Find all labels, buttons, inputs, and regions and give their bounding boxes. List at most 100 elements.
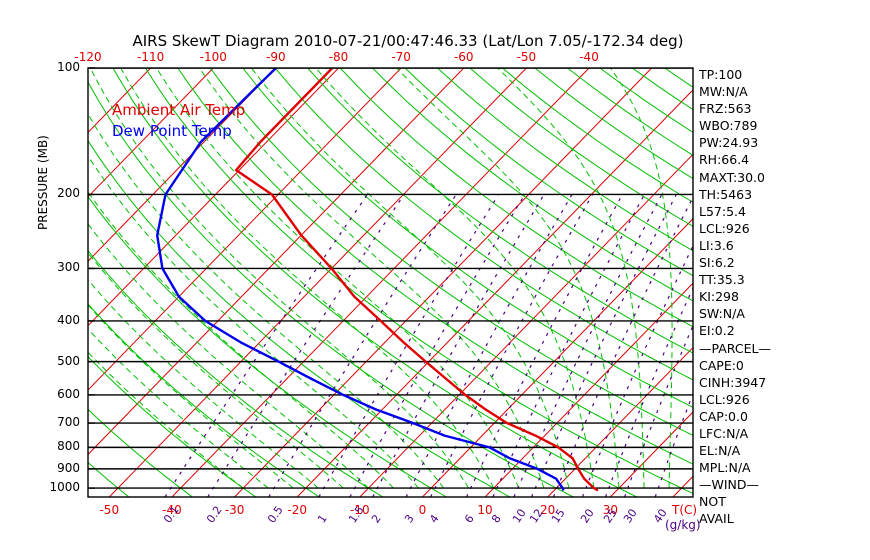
stat-line-22: EL:N/A [699, 443, 741, 459]
mixing-ratio-line [268, 194, 457, 497]
isotherm [88, 68, 465, 456]
isotherm [108, 68, 527, 497]
moist-adiabat [120, 68, 495, 489]
stat-line-8: L57:5.4 [699, 203, 746, 219]
moist-adiabat [89, 68, 470, 489]
dry-adiabat [88, 303, 320, 497]
stat-line-9: LCL:926 [699, 220, 750, 236]
mixing-ratio-line [581, 244, 693, 497]
bottom-temp-tick-neg20: -20 [287, 503, 307, 517]
bottom-temp-tick-20: 20 [540, 503, 556, 517]
isotherm [296, 89, 693, 497]
stat-line-18: CINH:3947 [699, 374, 767, 390]
stat-line-7: TH:5463 [699, 186, 753, 202]
pressure-tick-label-600: 600 [57, 386, 80, 401]
dry-adiabat [88, 356, 257, 497]
stat-line-24: —WIND— [699, 477, 760, 493]
bottom-temp-tick-10: 10 [477, 503, 493, 517]
dry-adiabat [88, 80, 574, 497]
stat-line-21: LFC:N/A [699, 425, 749, 441]
mixing-ratio-line [164, 194, 368, 497]
stat-line-10: LI:3.6 [699, 237, 734, 253]
pressure-tick-label-1000: 1000 [49, 480, 80, 495]
stat-line-12: TT:35.3 [699, 272, 745, 288]
moist-adiabat [396, 68, 620, 489]
top-temp-tick-neg70: -70 [391, 50, 411, 64]
series-ambient-air-temp [234, 68, 599, 492]
top-temp-tick-neg90: -90 [266, 50, 286, 64]
mixing-ratio-line [492, 194, 645, 497]
dry-adiabat [144, 68, 693, 495]
stat-line-17: CAPE:0 [699, 357, 744, 373]
mixing-ratio-line [623, 324, 693, 497]
isotherm [88, 68, 214, 198]
pressure-tick-label-900: 900 [57, 460, 80, 475]
dry-adiabat [88, 139, 511, 497]
stat-line-0: TP:100 [699, 67, 743, 82]
dry-adiabat [209, 68, 693, 436]
dry-adiabat [274, 68, 693, 381]
top-temp-tick-neg110: -110 [137, 50, 165, 64]
mixing-ratio-line [207, 194, 405, 497]
isotherm [484, 282, 693, 497]
mixing-ratio-line [372, 194, 545, 497]
dry-adiabat [860, 68, 870, 362]
top-temp-tick-neg120: -120 [74, 50, 102, 64]
moist-adiabat [198, 68, 545, 489]
moist-adiabat [315, 68, 595, 489]
legend-ambient-air-temp: Ambient Air Temp [112, 101, 246, 119]
stat-line-13: KI:298 [699, 289, 739, 305]
mixing-axis-label: (g/kg) [665, 518, 701, 532]
pressure-tick-label-100: 100 [57, 60, 80, 74]
pressure-tick-label-500: 500 [57, 353, 80, 368]
stat-line-6: MAXT:30.0 [699, 169, 765, 185]
moist-adiabat [156, 68, 520, 489]
moist-adiabat [88, 112, 444, 489]
dry-adiabat [404, 68, 693, 277]
moist-adiabat [88, 223, 369, 489]
isotherm [234, 68, 653, 497]
moist-adiabat [88, 328, 269, 489]
stat-line-25: NOT [699, 494, 726, 510]
dry-adiabat [88, 461, 130, 497]
moist-adiabat [88, 278, 319, 489]
mixing-ratio-line [349, 194, 526, 497]
pressure-tick-label-700: 700 [57, 415, 80, 430]
pressure-tick-label-300: 300 [57, 260, 80, 275]
isotherm [0, 68, 25, 497]
bottom-temp-tick-neg30: -30 [224, 503, 245, 517]
dry-adiabat [307, 68, 693, 354]
stat-line-23: MPL:N/A [699, 460, 751, 476]
mixing-ratio-line [405, 194, 573, 497]
mixing-ratio-line [552, 195, 693, 497]
top-temp-tick-neg80: -80 [328, 50, 349, 64]
pressure-tick-label-400: 400 [57, 312, 80, 327]
moist-adiabat [610, 68, 673, 489]
dry-adiabat [372, 68, 693, 302]
dry-adiabat [339, 68, 693, 328]
moist-adiabat [251, 68, 570, 489]
mixing-ratio-line [604, 286, 693, 497]
pressure-tick-label-200: 200 [57, 186, 80, 201]
moist-adiabat [88, 155, 419, 489]
isotherm [609, 411, 693, 497]
moist-adiabat [88, 252, 344, 489]
stat-line-11: SI:6.2 [699, 255, 735, 271]
stat-line-5: RH:66.4 [699, 152, 750, 168]
moist-adiabat [88, 191, 394, 489]
top-temp-tick-neg100: -100 [199, 50, 227, 64]
isotherm [171, 68, 590, 497]
bottom-temp-tick-30: 30 [602, 503, 618, 517]
bottom-temp-tick-neg50: -50 [99, 503, 120, 517]
top-temp-tick-neg40: -40 [579, 50, 599, 64]
moist-adiabat [88, 304, 294, 489]
stat-line-3: WBO:789 [699, 118, 758, 134]
stat-line-1: MW:N/A [699, 84, 748, 100]
dry-adiabat [88, 408, 193, 497]
isotherm [88, 68, 89, 69]
stat-line-26: AVAIL [699, 511, 734, 527]
bottom-temp-tick-neg10: -10 [349, 503, 370, 517]
mixing-ratio-line [318, 194, 500, 497]
plot-border [87, 67, 694, 498]
